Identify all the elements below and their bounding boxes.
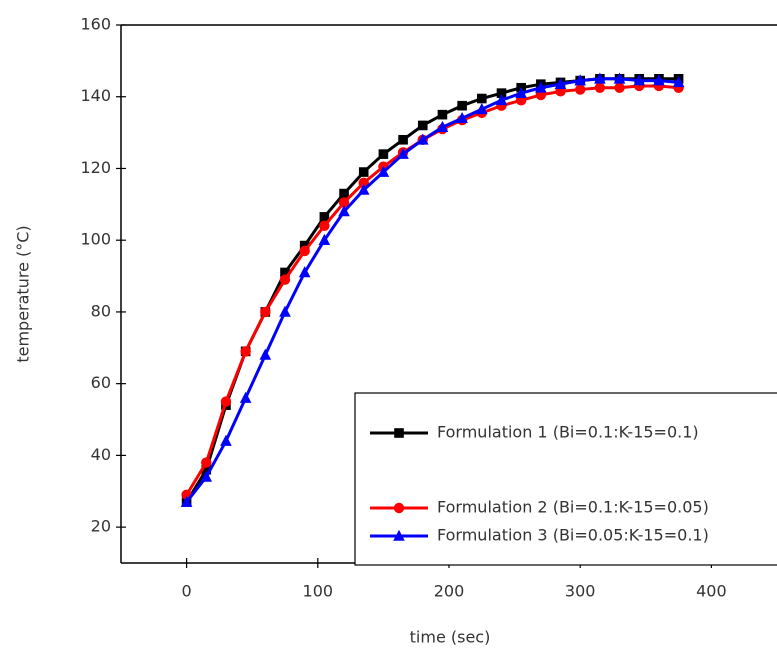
y-tick-label: 20 <box>91 517 111 536</box>
marker <box>377 165 390 177</box>
marker <box>437 109 448 120</box>
marker <box>393 529 405 541</box>
marker <box>260 306 271 318</box>
marker <box>279 274 291 285</box>
marker <box>220 396 232 407</box>
marker <box>515 86 527 98</box>
x-tick-label: 300 <box>565 582 596 601</box>
marker <box>398 134 408 145</box>
marker <box>338 197 350 208</box>
marker <box>457 100 467 111</box>
marker <box>672 76 685 88</box>
marker <box>318 233 331 245</box>
marker <box>319 220 330 232</box>
marker <box>239 391 252 403</box>
legend-label: Formulation 2 (Bi=0.1:K-15=0.05) <box>437 498 709 517</box>
marker <box>358 167 369 177</box>
marker <box>633 74 646 86</box>
x-tick-label: 0 <box>182 582 192 601</box>
marker <box>180 495 193 507</box>
y-tick-label: 60 <box>91 373 111 392</box>
marker <box>299 240 310 251</box>
x-tick-label: 200 <box>434 582 465 601</box>
y-tick-label: 120 <box>80 158 111 177</box>
marker <box>653 74 665 86</box>
y-tick-label: 80 <box>91 301 111 320</box>
marker <box>319 212 330 222</box>
marker <box>496 88 507 98</box>
marker <box>298 266 311 278</box>
marker <box>614 82 625 93</box>
marker <box>240 346 251 357</box>
marker <box>220 434 232 446</box>
legend: Formulation 1 (Bi=0.1:K-15=0.1) Formulati… <box>354 392 777 566</box>
marker <box>201 457 212 468</box>
marker <box>477 93 487 104</box>
marker <box>417 120 428 131</box>
marker <box>378 149 389 159</box>
x-tick-label: 100 <box>303 582 334 601</box>
x-tick-label: 400 <box>696 582 727 601</box>
marker <box>574 74 586 86</box>
marker <box>358 177 369 189</box>
marker <box>436 120 449 133</box>
y-axis-label: temperature (°C) <box>14 225 33 362</box>
y-tick-label: 40 <box>91 445 111 464</box>
marker <box>394 428 404 438</box>
marker <box>200 470 213 482</box>
marker <box>456 111 468 124</box>
marker <box>338 205 350 217</box>
marker <box>476 102 488 115</box>
marker <box>280 267 290 278</box>
x-axis-label: time (sec) <box>410 628 491 647</box>
y-tick-label: 140 <box>80 86 111 105</box>
marker <box>594 72 606 84</box>
marker <box>397 147 409 159</box>
marker <box>259 348 272 360</box>
marker <box>554 77 567 89</box>
marker <box>279 305 291 317</box>
marker <box>535 81 547 93</box>
marker <box>495 94 508 106</box>
y-tick-label: 100 <box>80 230 111 249</box>
y-tick-label: 160 <box>80 15 111 34</box>
marker <box>575 84 586 95</box>
marker <box>201 464 212 475</box>
legend-label: Formulation 3 (Bi=0.05:K-15=0.1) <box>437 526 709 545</box>
marker <box>416 133 429 145</box>
legend-label: Formulation 1 (Bi=0.1:K-15=0.1) <box>437 423 699 442</box>
marker <box>357 183 370 195</box>
marker <box>594 82 606 93</box>
marker <box>339 188 349 199</box>
marker <box>299 245 310 257</box>
marker <box>613 72 626 84</box>
marker <box>393 502 405 514</box>
